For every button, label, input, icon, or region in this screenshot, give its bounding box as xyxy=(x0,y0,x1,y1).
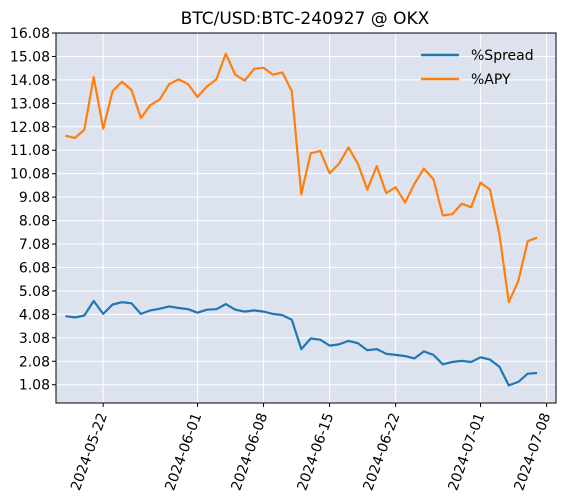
y-axis: 1.08 2.08 3.08 4.08 5.08 6.08 7.08 8.08 9.08 10.0… xyxy=(10,26,56,394)
series-line-apy xyxy=(65,52,538,304)
y-tick-label: 14.08 xyxy=(10,73,50,89)
series-line-spread xyxy=(65,299,538,387)
legend-label: %Spread xyxy=(471,48,534,64)
legend: %Spread %APY xyxy=(421,48,534,88)
y-tick-label: 16.08 xyxy=(10,26,50,42)
legend-label: %APY xyxy=(471,72,511,88)
y-tick-label: 12.08 xyxy=(10,120,50,136)
chart-title: BTC/USD:BTC-240927 @ OKX xyxy=(181,9,430,29)
y-tick-label: 13.08 xyxy=(10,96,50,112)
plot-area xyxy=(56,33,556,403)
y-tick-label: 3.08 xyxy=(19,331,50,347)
y-tick-label: 4.08 xyxy=(19,307,50,323)
series-layer xyxy=(65,52,538,387)
y-tick-label: 6.08 xyxy=(19,260,50,276)
y-tick-label: 8.08 xyxy=(19,214,50,230)
y-tick-label: 7.08 xyxy=(19,237,50,253)
y-tick-label: 10.08 xyxy=(10,167,50,183)
plot-frame xyxy=(55,32,557,404)
y-tick-label: 11.08 xyxy=(10,143,50,159)
y-tick-label: 1.08 xyxy=(19,378,50,394)
y-tick-label: 9.08 xyxy=(19,190,50,206)
y-tick-label: 2.08 xyxy=(19,354,50,370)
y-tick-label: 15.08 xyxy=(10,49,50,65)
y-tick-label: 5.08 xyxy=(19,284,50,300)
